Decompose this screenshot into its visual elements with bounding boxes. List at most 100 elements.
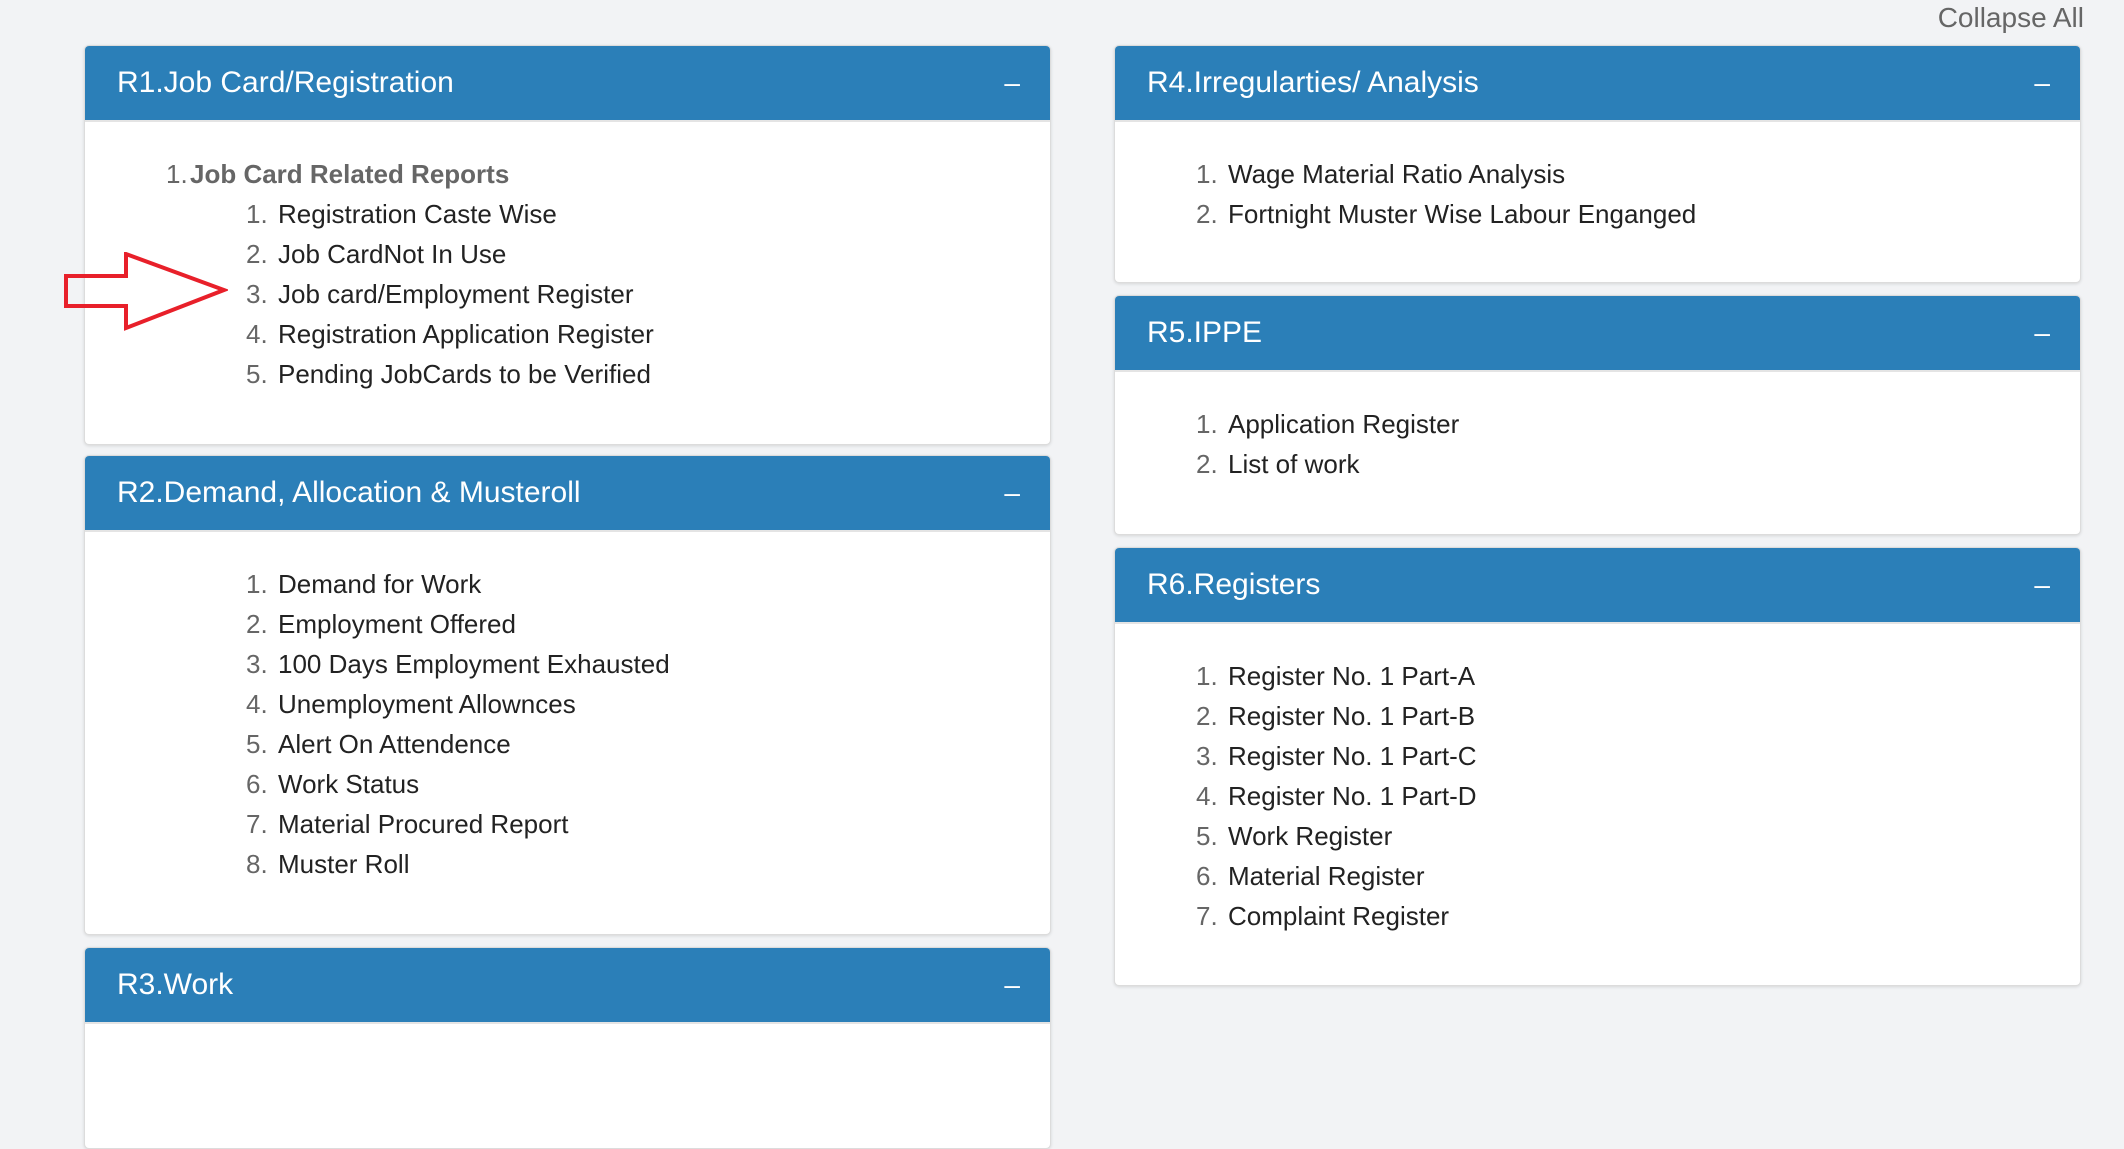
report-link-label: Job card/Employment Register bbox=[278, 279, 634, 309]
panel-r6: R6.Registers – 1. Register No. 1 Part-A 2… bbox=[1114, 547, 2081, 986]
report-link[interactable]: 2. Employment Offered bbox=[85, 604, 1050, 644]
report-list: 1. Register No. 1 Part-A 2. Register No. 1… bbox=[1115, 624, 2080, 936]
report-list: 1.Job Card Related Reports 1. Registratio… bbox=[85, 122, 1050, 394]
report-link-label: Demand for Work bbox=[278, 569, 482, 599]
list-number: 2. bbox=[1196, 199, 1218, 229]
report-link[interactable]: 2. Fortnight Muster Wise Labour Enganged bbox=[1115, 194, 2080, 234]
panel-header[interactable]: R3.Work – bbox=[85, 948, 1050, 1024]
report-link[interactable]: 2. List of work bbox=[1115, 444, 2080, 484]
report-link[interactable]: 6. Work Status bbox=[85, 764, 1050, 804]
report-link[interactable]: 3. 100 Days Employment Exhausted bbox=[85, 644, 1050, 684]
list-number: 7. bbox=[1196, 901, 1218, 931]
list-number: 6. bbox=[1196, 861, 1218, 891]
report-link-label: Register No. 1 Part-B bbox=[1228, 701, 1476, 731]
list-number: 5. bbox=[246, 729, 268, 759]
list-number: 1. bbox=[1196, 409, 1218, 439]
panel-r5: R5.IPPE – 1. Application Register 2. List … bbox=[1114, 295, 2081, 535]
report-link[interactable]: 5. Pending JobCards to be Verified bbox=[85, 354, 1050, 394]
panel-title: R6.Registers bbox=[1147, 568, 1321, 601]
list-number: 3. bbox=[1196, 741, 1218, 771]
list-number: 7. bbox=[246, 809, 268, 839]
report-link-label: Work Status bbox=[278, 769, 420, 799]
list-number: 2. bbox=[1196, 701, 1218, 731]
report-link[interactable]: 3. Register No. 1 Part-C bbox=[1115, 736, 2080, 776]
report-link[interactable]: 5. Alert On Attendence bbox=[85, 724, 1050, 764]
report-link-label: Material Register bbox=[1228, 861, 1425, 891]
list-number: 1. bbox=[246, 569, 268, 599]
list-number: 5. bbox=[246, 359, 268, 389]
list-number: 6. bbox=[246, 769, 268, 799]
list-number: 1. bbox=[166, 159, 188, 189]
report-link[interactable]: 3. Job card/Employment Register bbox=[85, 274, 1050, 314]
list-number: 1. bbox=[1196, 159, 1218, 189]
report-link-label: Registration Application Register bbox=[278, 319, 654, 349]
panel-header[interactable]: R5.IPPE – bbox=[1115, 296, 2080, 372]
panel-header[interactable]: R4.Irregularties/ Analysis – bbox=[1115, 46, 2080, 122]
panel-r1: R1.Job Card/Registration – 1.Job Card Re… bbox=[84, 45, 1051, 445]
list-number: 3. bbox=[246, 649, 268, 679]
report-link-label: Registration Caste Wise bbox=[278, 199, 557, 229]
minus-icon[interactable]: – bbox=[2034, 317, 2050, 348]
panel-title: R2.Demand, Allocation & Musteroll bbox=[117, 476, 581, 509]
panel-r3: R3.Work – bbox=[84, 947, 1051, 1149]
list-number: 2. bbox=[1196, 449, 1218, 479]
report-link-label: Muster Roll bbox=[278, 849, 410, 879]
report-link-label: Employment Offered bbox=[278, 609, 516, 639]
report-link-label: Fortnight Muster Wise Labour Enganged bbox=[1228, 199, 1697, 229]
panel-header[interactable]: R6.Registers – bbox=[1115, 548, 2080, 624]
report-list bbox=[85, 1024, 1050, 1056]
report-link[interactable]: 7. Material Procured Report bbox=[85, 804, 1050, 844]
panel-r2: R2.Demand, Allocation & Musteroll – 1. De… bbox=[84, 455, 1051, 935]
report-group: 1.Job Card Related Reports bbox=[85, 154, 1050, 194]
list-number: 1. bbox=[246, 199, 268, 229]
minus-icon[interactable]: – bbox=[2034, 569, 2050, 600]
panel-title: R4.Irregularties/ Analysis bbox=[1147, 66, 1479, 99]
report-link[interactable]: 4. Register No. 1 Part-D bbox=[1115, 776, 2080, 816]
panel-title: R3.Work bbox=[117, 968, 234, 1001]
report-link[interactable]: 4. Unemployment Allownces bbox=[85, 684, 1050, 724]
report-link-label: Material Procured Report bbox=[278, 809, 569, 839]
report-link[interactable]: 1. Wage Material Ratio Analysis bbox=[1115, 154, 2080, 194]
report-link-label: List of work bbox=[1228, 449, 1360, 479]
list-number: 3. bbox=[246, 279, 268, 309]
group-label: Job Card Related Reports bbox=[190, 159, 510, 189]
minus-icon[interactable]: – bbox=[1004, 969, 1020, 1000]
list-number: 8. bbox=[246, 849, 268, 879]
report-link-label: Complaint Register bbox=[1228, 901, 1450, 931]
minus-icon[interactable]: – bbox=[1004, 67, 1020, 98]
report-link[interactable]: 5. Work Register bbox=[1115, 816, 2080, 856]
red-arrow-annotation-icon bbox=[64, 252, 228, 331]
list-number: 5. bbox=[1196, 821, 1218, 851]
report-link[interactable]: 4. Registration Application Register bbox=[85, 314, 1050, 354]
report-link[interactable]: 1. Application Register bbox=[1115, 404, 2080, 444]
panel-r4: R4.Irregularties/ Analysis – 1. Wage Mate… bbox=[1114, 45, 2081, 283]
panel-header[interactable]: R2.Demand, Allocation & Musteroll – bbox=[85, 456, 1050, 532]
report-link-label: Wage Material Ratio Analysis bbox=[1228, 159, 1566, 189]
report-link-label: 100 Days Employment Exhausted bbox=[278, 649, 670, 679]
report-link-label: Unemployment Allownces bbox=[278, 689, 576, 719]
list-number: 2. bbox=[246, 239, 268, 269]
collapse-all-link[interactable]: Collapse All bbox=[1937, 2, 2084, 33]
report-link[interactable]: 6. Material Register bbox=[1115, 856, 2080, 896]
report-link[interactable]: 8. Muster Roll bbox=[85, 844, 1050, 884]
report-link[interactable]: 1. Registration Caste Wise bbox=[85, 194, 1050, 234]
report-list: 1. Demand for Work 2. Employment Offered 3… bbox=[85, 532, 1050, 884]
list-number: 4. bbox=[246, 319, 268, 349]
report-list: 1. Wage Material Ratio Analysis 2. Fortnig… bbox=[1115, 122, 2080, 234]
panel-header[interactable]: R1.Job Card/Registration – bbox=[85, 46, 1050, 122]
report-link[interactable]: 1. Demand for Work bbox=[85, 564, 1050, 604]
report-link[interactable]: 2. Job CardNot In Use bbox=[85, 234, 1050, 274]
report-link-label: Register No. 1 Part-D bbox=[1228, 781, 1477, 811]
minus-icon[interactable]: – bbox=[2034, 67, 2050, 98]
list-number: 4. bbox=[246, 689, 268, 719]
report-link-label: Pending JobCards to be Verified bbox=[278, 359, 651, 389]
report-link-label: Work Register bbox=[1228, 821, 1393, 851]
minus-icon[interactable]: – bbox=[1004, 477, 1020, 508]
report-link[interactable]: 2. Register No. 1 Part-B bbox=[1115, 696, 2080, 736]
report-link-label: Register No. 1 Part-A bbox=[1228, 661, 1476, 691]
report-link[interactable]: 7. Complaint Register bbox=[1115, 896, 2080, 936]
report-link[interactable]: 1. Register No. 1 Part-A bbox=[1115, 656, 2080, 696]
list-number: 2. bbox=[246, 609, 268, 639]
report-link-label: Job CardNot In Use bbox=[278, 239, 507, 269]
panel-title: R5.IPPE bbox=[1147, 316, 1263, 349]
